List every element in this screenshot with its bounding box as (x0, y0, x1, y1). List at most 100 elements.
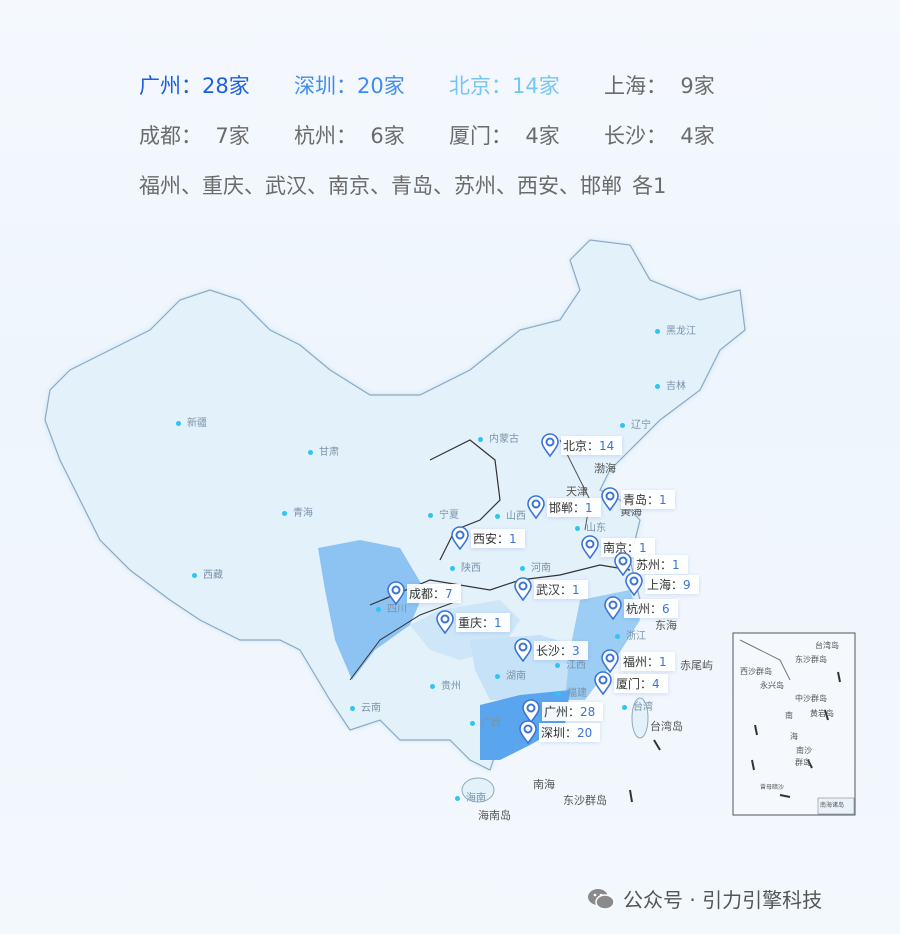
inset-label: 曾母暗沙 (760, 784, 785, 791)
city-pin[interactable]: 邯郸：1 (527, 495, 601, 519)
province-label: 四川 (376, 600, 407, 615)
province-label: 宁夏 (428, 506, 459, 521)
pin-count: 1 (672, 557, 680, 572)
inset-label: 永兴岛 (760, 681, 784, 690)
pin-label: 成都：7 (407, 583, 461, 603)
pin-count: 7 (445, 586, 453, 601)
pin-count: 1 (659, 654, 667, 669)
nine-dash-line (629, 671, 841, 803)
pin-city: 福州： (623, 654, 660, 669)
province-name: 海南 (466, 793, 486, 804)
province-dot (470, 720, 475, 726)
province-name: 福建 (567, 688, 587, 699)
city-pin[interactable]: 上海：9 (625, 572, 699, 596)
city-pin[interactable]: 厦门：4 (594, 671, 668, 695)
stat-beijing: 北京：14家 (449, 74, 560, 98)
pin-label: 福州：1 (621, 651, 675, 671)
city-pin[interactable]: 重庆：1 (436, 610, 510, 634)
province-label: 江西 (555, 656, 586, 671)
province-dot (615, 633, 620, 639)
stat-changsha: 长沙： 4家 (604, 124, 715, 148)
pin-city: 邯郸： (549, 500, 586, 515)
city-pin[interactable]: 北京：14 (541, 433, 623, 457)
pin-city: 苏州： (636, 557, 673, 572)
province-name: 云南 (361, 703, 381, 714)
city-pin[interactable]: 苏州：1 (614, 552, 688, 576)
city-pin[interactable]: 广州：28 (522, 699, 604, 723)
wechat-icon (588, 888, 615, 910)
region-sichuan (318, 540, 425, 680)
pin-label: 邯郸：1 (547, 497, 601, 517)
map-pin-icon (519, 720, 537, 744)
pin-count: 9 (683, 577, 691, 592)
province-label: 山西 (495, 507, 526, 522)
province-name: 甘肃 (319, 447, 339, 458)
province-label: 台湾 (622, 698, 653, 713)
pin-label: 深圳：20 (539, 722, 601, 742)
province-name: 陕西 (461, 563, 481, 574)
province-name: 江西 (566, 660, 586, 671)
pin-label: 武汉：1 (534, 579, 588, 599)
province-dot (192, 572, 197, 578)
stat-other-count: 各1 (632, 174, 667, 198)
city-pin[interactable]: 福州：1 (601, 649, 675, 673)
pin-count: 1 (494, 615, 502, 630)
pin-count: 1 (585, 500, 593, 515)
pin-label: 青岛：1 (621, 489, 675, 509)
pin-label: 南京：1 (601, 537, 655, 557)
sea-label: 南海 (533, 778, 555, 791)
province-label: 浙江 (615, 627, 646, 642)
map-pin-icon (601, 487, 619, 511)
stat-hangzhou: 杭州： 6家 (294, 124, 405, 148)
pin-city: 重庆： (458, 615, 495, 630)
city-pin[interactable]: 成都：7 (387, 581, 461, 605)
inset-label: 南 (785, 711, 793, 720)
inset-label: 南沙 (796, 746, 812, 755)
city-pin[interactable]: 深圳：20 (519, 720, 601, 744)
province-name: 新疆 (187, 418, 207, 429)
city-pin[interactable]: 长沙：3 (514, 638, 588, 662)
inset-coast (739, 639, 791, 681)
sea-label: 东海 (655, 619, 677, 632)
map-pin-icon (604, 596, 622, 620)
pin-city: 南京： (603, 540, 640, 555)
map-pin-icon (387, 581, 405, 605)
city-pin[interactable]: 武汉：1 (514, 577, 588, 601)
province-name: 宁夏 (439, 510, 459, 521)
province-dot (655, 383, 660, 389)
taiwan-island (631, 697, 649, 739)
city-pin[interactable]: 杭州：6 (604, 596, 678, 620)
stat-guangzhou: 广州：28家 (139, 74, 250, 98)
pin-label: 重庆：1 (456, 612, 510, 632)
province-label: 吉林 (655, 377, 686, 392)
province-dot (176, 420, 181, 426)
province-name: 广西 (481, 718, 501, 729)
province-name: 黑龙江 (666, 326, 696, 337)
province-dot (308, 449, 313, 455)
province-dot (622, 704, 627, 710)
sea-label: 东沙群岛 (563, 794, 607, 807)
city-pin[interactable]: 南京：1 (581, 535, 655, 559)
province-dot (495, 673, 500, 679)
province-name: 山东 (586, 523, 606, 534)
city-pin[interactable]: 西安：1 (451, 526, 525, 550)
watermark-text: 公众号 · 引力引擎科技 (623, 888, 823, 912)
province-name: 辽宁 (631, 420, 651, 431)
province-label: 辽宁 (620, 416, 651, 431)
pin-label: 广州：28 (542, 701, 604, 721)
province-dot (376, 606, 381, 612)
pin-label: 长沙：3 (534, 640, 588, 660)
city-pin[interactable]: 青岛：1 (601, 487, 675, 511)
province-label: 陕西 (450, 559, 481, 574)
province-label: 内蒙古 (478, 430, 519, 445)
pin-count: 1 (509, 531, 517, 546)
inset-label: 海 (790, 732, 798, 741)
stats-row-middle: 成都： 7家 杭州： 6家 厦门： 4家 长沙： 4家 (139, 110, 759, 160)
province-dot (428, 512, 433, 518)
map-pin-icon (514, 638, 532, 662)
pin-label: 北京：14 (561, 435, 623, 455)
province-label: 河南 (520, 559, 551, 574)
pin-city: 长沙： (536, 643, 573, 658)
province-name: 湖南 (506, 671, 526, 682)
hainan-island (461, 777, 495, 803)
